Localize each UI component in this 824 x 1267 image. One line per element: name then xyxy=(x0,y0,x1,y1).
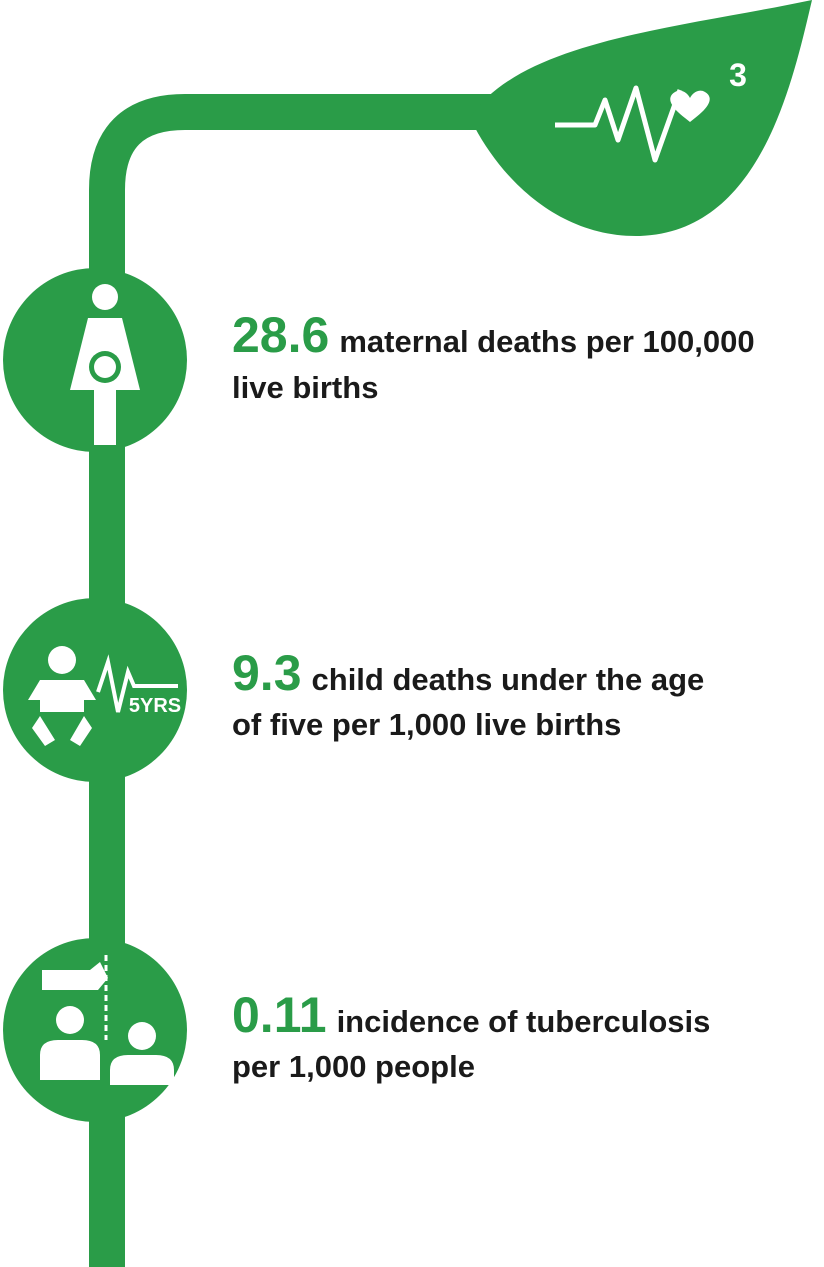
stat-3: 0.11 incidence of tuberculosis per 1,000 … xyxy=(232,987,710,1084)
tuberculosis-icon xyxy=(40,955,174,1085)
icon-circle xyxy=(3,938,187,1122)
stat-line: live births xyxy=(232,370,378,405)
stat-1: 28.6 maternal deaths per 100,000 live bir… xyxy=(232,307,755,405)
icon-circle xyxy=(3,598,187,782)
stat-text: 28.6 maternal deaths per 100,000 xyxy=(232,307,755,363)
stat-text: 0.11 incidence of tuberculosis xyxy=(232,987,710,1043)
heart-icon xyxy=(670,90,710,122)
heartbeat-icon xyxy=(555,85,683,163)
trunk xyxy=(89,94,500,1267)
stat-value: 9.3 xyxy=(232,645,302,701)
stat-line: child deaths under the age xyxy=(312,662,705,697)
stat-value: 0.11 xyxy=(232,987,327,1043)
stat-value: 28.6 xyxy=(232,307,329,363)
leaf xyxy=(470,0,812,237)
stat-line: per 1,000 people xyxy=(232,1049,475,1084)
stat-line: incidence of tuberculosis xyxy=(337,1004,711,1039)
goal-number: 3 xyxy=(729,57,747,93)
child-icon xyxy=(28,646,178,746)
stat-2: 9.3 child deaths under the age of five pe… xyxy=(232,645,704,742)
icon-text: 5YRS xyxy=(129,695,181,717)
mother-icon xyxy=(70,284,140,445)
stat-line: of five per 1,000 live births xyxy=(232,707,621,742)
stat-line: maternal deaths per 100,000 xyxy=(339,324,754,359)
stat-text: 9.3 child deaths under the age xyxy=(232,645,704,701)
